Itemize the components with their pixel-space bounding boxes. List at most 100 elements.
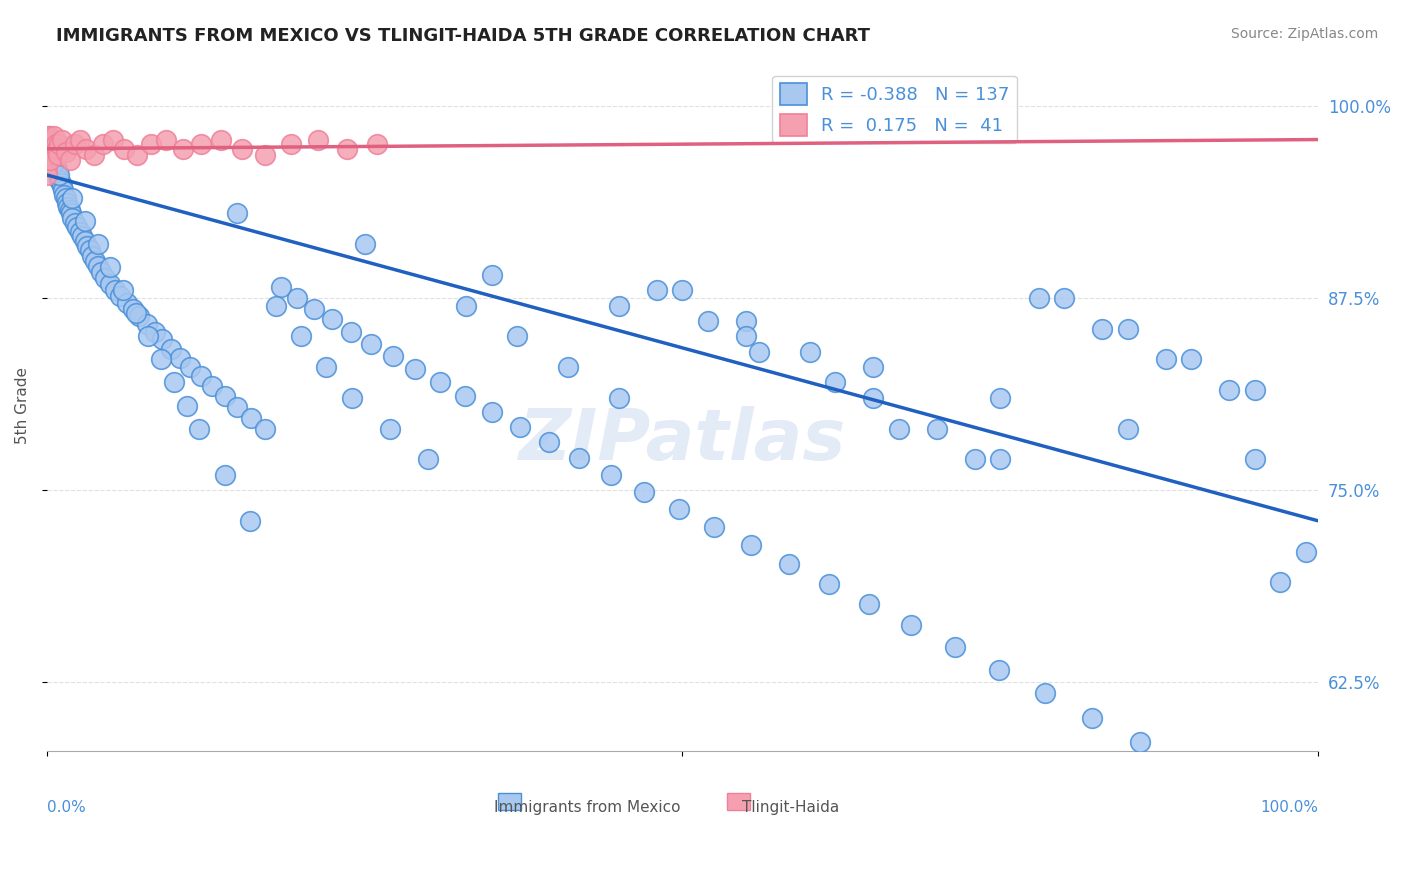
Point bbox=[42, 153, 65, 167]
Point bbox=[285, 291, 308, 305]
Point bbox=[35, 168, 58, 182]
Point bbox=[58, 153, 80, 167]
Point bbox=[240, 410, 263, 425]
Point bbox=[69, 225, 91, 239]
Point bbox=[315, 360, 337, 375]
Point bbox=[1033, 686, 1056, 700]
Point bbox=[179, 360, 201, 375]
Point bbox=[963, 452, 986, 467]
Point bbox=[307, 132, 329, 146]
Point bbox=[86, 237, 108, 252]
Point bbox=[506, 329, 529, 343]
Point bbox=[169, 351, 191, 365]
Point bbox=[160, 342, 183, 356]
Point bbox=[51, 132, 73, 146]
Point bbox=[58, 203, 80, 218]
Point bbox=[55, 145, 77, 159]
Point bbox=[48, 137, 70, 152]
Point bbox=[1116, 321, 1139, 335]
Point bbox=[1154, 352, 1177, 367]
Point bbox=[44, 129, 66, 144]
Point bbox=[226, 400, 249, 414]
Point bbox=[290, 329, 312, 343]
Point bbox=[45, 137, 67, 152]
Point bbox=[35, 160, 58, 174]
Point bbox=[176, 399, 198, 413]
Point bbox=[671, 283, 693, 297]
Point bbox=[887, 421, 910, 435]
Point bbox=[481, 405, 503, 419]
Point bbox=[48, 168, 70, 182]
Point bbox=[668, 501, 690, 516]
Point bbox=[1230, 786, 1253, 800]
Legend: R = -0.388   N = 137, R =  0.175   N =  41: R = -0.388 N = 137, R = 0.175 N = 41 bbox=[772, 76, 1017, 143]
Point bbox=[53, 187, 76, 202]
Text: ZIPatlas: ZIPatlas bbox=[519, 406, 846, 475]
Text: IMMIGRANTS FROM MEXICO VS TLINGIT-HAIDA 5TH GRADE CORRELATION CHART: IMMIGRANTS FROM MEXICO VS TLINGIT-HAIDA … bbox=[56, 27, 870, 45]
Point bbox=[270, 280, 292, 294]
Point bbox=[633, 484, 655, 499]
Point bbox=[44, 157, 66, 171]
Point bbox=[45, 163, 67, 178]
Point bbox=[172, 142, 194, 156]
Point bbox=[52, 183, 75, 197]
Point bbox=[481, 268, 503, 282]
Point bbox=[38, 137, 60, 152]
Text: 100.0%: 100.0% bbox=[1260, 800, 1319, 815]
Point bbox=[35, 153, 58, 167]
Point bbox=[150, 352, 173, 367]
Point bbox=[339, 325, 361, 339]
Point bbox=[817, 577, 839, 591]
Point bbox=[378, 421, 401, 435]
Point bbox=[1116, 421, 1139, 435]
Point bbox=[366, 137, 388, 152]
Point bbox=[429, 376, 451, 390]
Point bbox=[143, 325, 166, 339]
Point bbox=[101, 132, 124, 146]
Point bbox=[231, 142, 253, 156]
Point bbox=[38, 129, 60, 144]
Point bbox=[557, 360, 579, 375]
Point bbox=[226, 206, 249, 220]
Point bbox=[155, 132, 177, 146]
Point bbox=[35, 145, 58, 159]
Point bbox=[79, 244, 101, 258]
Point bbox=[73, 234, 96, 248]
Point bbox=[125, 148, 148, 162]
Point bbox=[60, 191, 83, 205]
Point bbox=[353, 237, 375, 252]
Point bbox=[136, 317, 159, 331]
Point bbox=[104, 283, 127, 297]
Point bbox=[1295, 544, 1317, 558]
Point bbox=[190, 137, 212, 152]
Point bbox=[37, 132, 59, 146]
Point bbox=[115, 295, 138, 310]
Point bbox=[76, 238, 98, 252]
Text: Tlingit-Haida: Tlingit-Haida bbox=[742, 800, 839, 815]
Point bbox=[139, 137, 162, 152]
Point bbox=[254, 421, 277, 435]
Point bbox=[214, 467, 236, 482]
Point bbox=[1243, 452, 1265, 467]
Point bbox=[418, 452, 440, 467]
Point bbox=[98, 277, 121, 291]
Point bbox=[735, 329, 758, 343]
Point bbox=[55, 191, 77, 205]
Point bbox=[37, 142, 59, 156]
Point bbox=[41, 137, 63, 152]
Point bbox=[125, 306, 148, 320]
Point bbox=[1053, 291, 1076, 305]
Point bbox=[201, 378, 224, 392]
Point bbox=[110, 289, 132, 303]
Point bbox=[94, 271, 117, 285]
Point bbox=[214, 389, 236, 403]
Point bbox=[98, 260, 121, 275]
Point bbox=[703, 520, 725, 534]
Y-axis label: 5th Grade: 5th Grade bbox=[15, 367, 30, 444]
Point bbox=[45, 160, 67, 174]
Point bbox=[509, 420, 531, 434]
Point bbox=[824, 376, 846, 390]
Point bbox=[46, 168, 69, 182]
Point bbox=[58, 200, 80, 214]
Point bbox=[239, 514, 262, 528]
